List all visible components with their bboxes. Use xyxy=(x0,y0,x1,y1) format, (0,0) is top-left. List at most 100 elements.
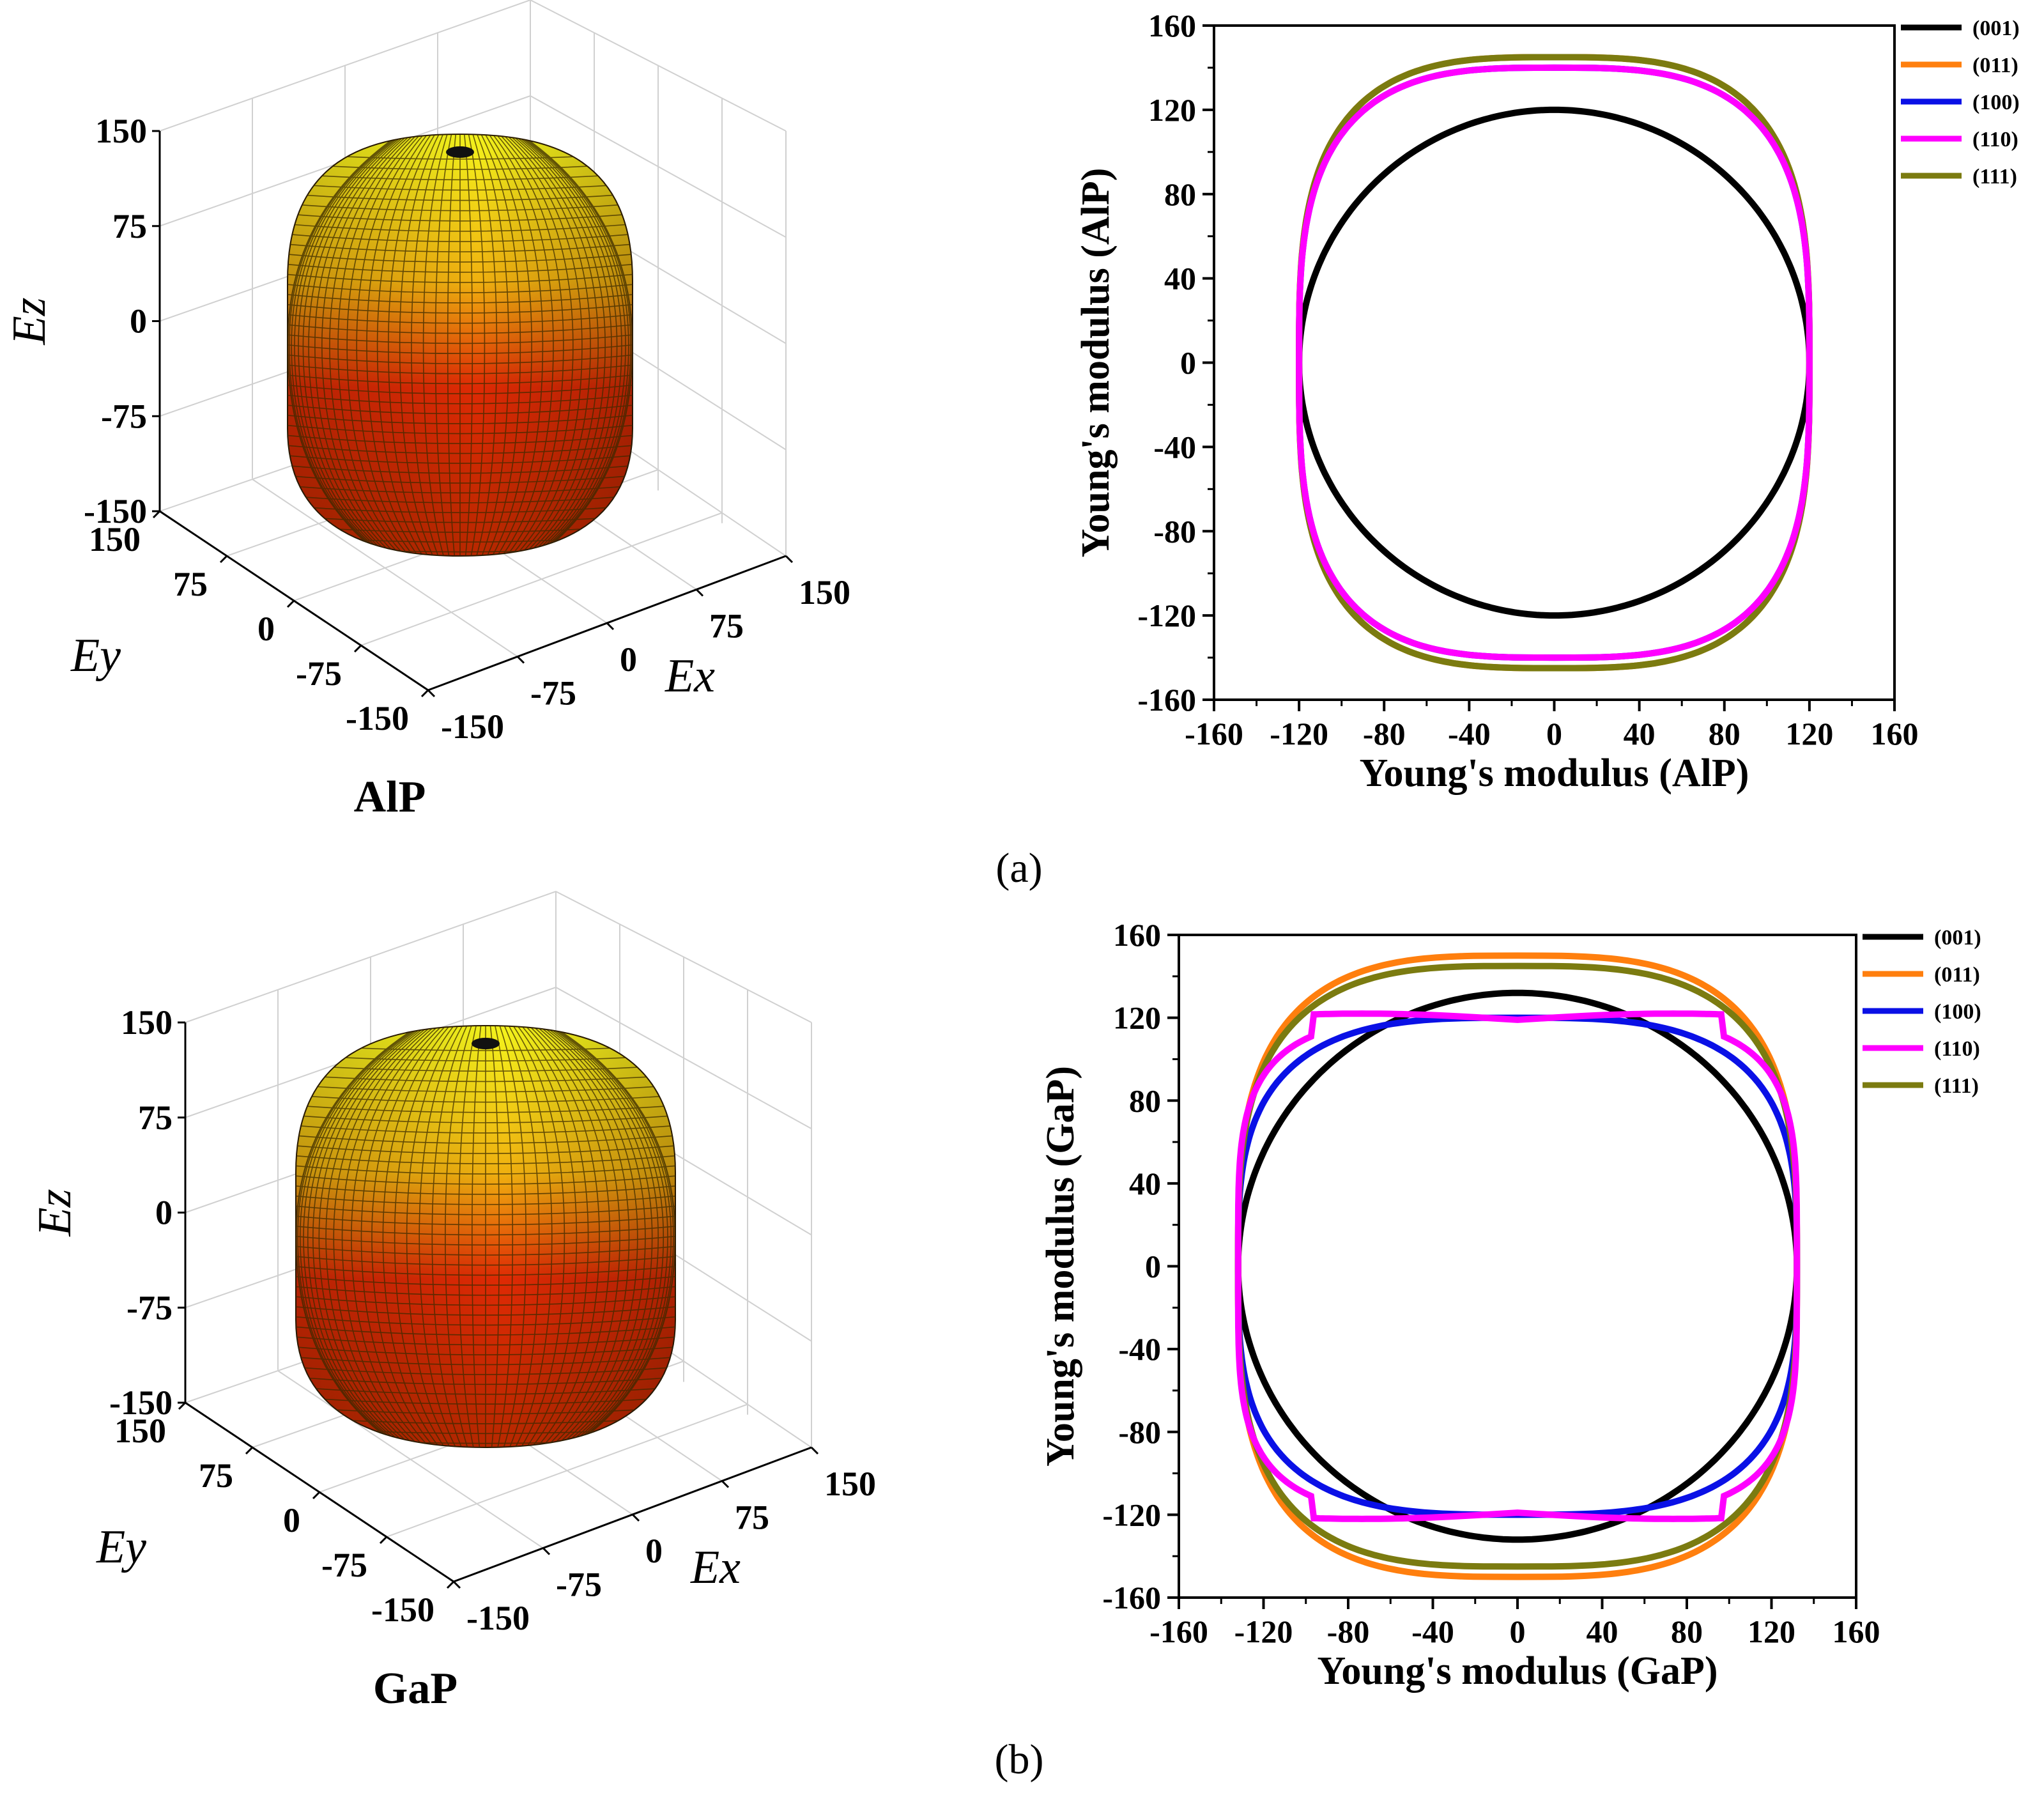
x-tick xyxy=(695,589,704,597)
mesh-longitude xyxy=(298,134,404,556)
mesh-longitude xyxy=(538,1026,638,1447)
mesh-longitude xyxy=(512,134,612,556)
mesh-longitude xyxy=(528,1026,611,1447)
x-tick-label: -160 xyxy=(1185,716,1243,752)
series-line-100 xyxy=(1234,1014,1801,1518)
mesh-longitude xyxy=(302,134,406,556)
mesh-longitude xyxy=(510,134,606,556)
surface-mesh xyxy=(288,134,633,556)
mesh-longitude xyxy=(551,1026,674,1447)
mesh-longitude xyxy=(495,1026,514,1447)
z-tick-label: -75 xyxy=(127,1288,173,1327)
y-tick-label: 0 xyxy=(1180,345,1196,381)
mesh-longitude xyxy=(517,1026,578,1447)
x-axis-label: Young's modulus (GaP) xyxy=(1317,1649,1717,1693)
mesh-longitude xyxy=(541,1026,646,1447)
mesh-longitude xyxy=(503,1026,540,1447)
mesh-longitude xyxy=(314,134,410,556)
legend-entry: (100) xyxy=(1934,1000,1981,1024)
mesh-longitude xyxy=(291,134,402,556)
mesh-longitude xyxy=(499,134,574,556)
x-tick-label: 0 xyxy=(1546,716,1562,752)
legend-entry: (111) xyxy=(1972,165,2017,189)
mesh-longitude xyxy=(399,134,440,556)
series-line-111 xyxy=(1296,54,1813,672)
mesh-longitude xyxy=(472,134,498,556)
x-tick-label: -80 xyxy=(1327,1614,1370,1649)
y-tick-label: 80 xyxy=(1164,176,1196,212)
y-tick-label: 0 xyxy=(1145,1249,1161,1284)
mesh-longitude xyxy=(394,1026,454,1447)
z-tick-label: 150 xyxy=(95,112,147,150)
y-tick xyxy=(286,599,295,608)
mesh-longitude xyxy=(337,134,418,556)
mesh-longitude xyxy=(516,134,622,556)
mesh-longitude xyxy=(288,134,401,556)
mesh-longitude xyxy=(360,1026,443,1447)
mesh-longitude xyxy=(546,1026,659,1447)
series-line-100 xyxy=(1296,64,1813,661)
x-tick-label: 150 xyxy=(824,1465,876,1503)
legend-entry: (001) xyxy=(1972,17,2020,40)
series-line-011 xyxy=(1296,54,1813,672)
y-tick xyxy=(178,1401,187,1410)
mesh-latitude xyxy=(288,555,633,556)
x-axis-label: Ex xyxy=(665,650,715,702)
x-tick-label: -120 xyxy=(1234,1614,1293,1649)
mesh-longitude xyxy=(480,134,521,556)
mesh-longitude xyxy=(288,134,401,556)
series-line-111 xyxy=(1234,962,1801,1570)
y-tick-label: 120 xyxy=(1148,92,1196,128)
x-tick xyxy=(631,1513,640,1522)
mesh-longitude xyxy=(388,134,436,556)
mesh-longitude xyxy=(547,1026,665,1447)
y-tick xyxy=(312,1491,321,1500)
mesh-longitude xyxy=(411,134,444,556)
x-tick-label: 0 xyxy=(645,1532,663,1570)
y-tick xyxy=(152,510,161,519)
x-tick xyxy=(427,689,436,698)
mesh-longitude xyxy=(489,1026,500,1447)
x-tick xyxy=(721,1480,730,1488)
mesh-longitude xyxy=(366,134,428,556)
y-tick-label: 75 xyxy=(173,565,208,603)
y-tick-label: -75 xyxy=(296,654,342,693)
mesh-longitude xyxy=(419,1026,463,1447)
z-tick-label: -75 xyxy=(101,397,147,435)
x-tick xyxy=(606,622,615,631)
y-tick-label: 40 xyxy=(1129,1166,1161,1201)
y-tick-label: -120 xyxy=(1137,597,1196,633)
mesh-longitude xyxy=(499,1026,526,1447)
mesh-longitude xyxy=(296,1026,420,1447)
x-tick-label: -160 xyxy=(1149,1614,1208,1649)
mesh-longitude xyxy=(329,134,415,556)
mesh-longitude xyxy=(472,1026,482,1447)
mesh-longitude xyxy=(447,134,457,556)
mesh-longitude xyxy=(549,1026,668,1447)
mesh-longitude xyxy=(521,1026,589,1447)
x-tick-label: 120 xyxy=(1785,716,1833,752)
x-tick xyxy=(452,1580,461,1589)
x-tick-label: -120 xyxy=(1270,716,1328,752)
x-tick-label: 160 xyxy=(1833,1614,1880,1649)
mesh-longitude xyxy=(543,1026,653,1447)
grid-line xyxy=(360,512,723,646)
legend-entry: (011) xyxy=(1934,963,1980,987)
y-tick-label: -75 xyxy=(321,1546,367,1584)
mesh-longitude xyxy=(321,134,412,556)
x-tick-label: 0 xyxy=(620,640,637,679)
mesh-longitude xyxy=(312,1026,426,1447)
x-axis-label: Young's modulus (AlP) xyxy=(1360,752,1749,795)
mesh-longitude xyxy=(550,1026,672,1447)
y-tick-label: 120 xyxy=(1113,1000,1161,1036)
y-axis-label: Ey xyxy=(96,1521,146,1573)
x-tick-label: -75 xyxy=(556,1566,602,1604)
mesh-longitude xyxy=(434,134,452,556)
z-axis-label: Ez xyxy=(29,1189,81,1237)
y-tick xyxy=(446,1580,455,1589)
y-tick-label: -120 xyxy=(1102,1497,1161,1532)
x-tick-label: 80 xyxy=(1709,716,1740,752)
series-line-110 xyxy=(1296,64,1813,661)
mesh-longitude xyxy=(518,134,626,556)
y-tick-label: -160 xyxy=(1102,1580,1161,1615)
